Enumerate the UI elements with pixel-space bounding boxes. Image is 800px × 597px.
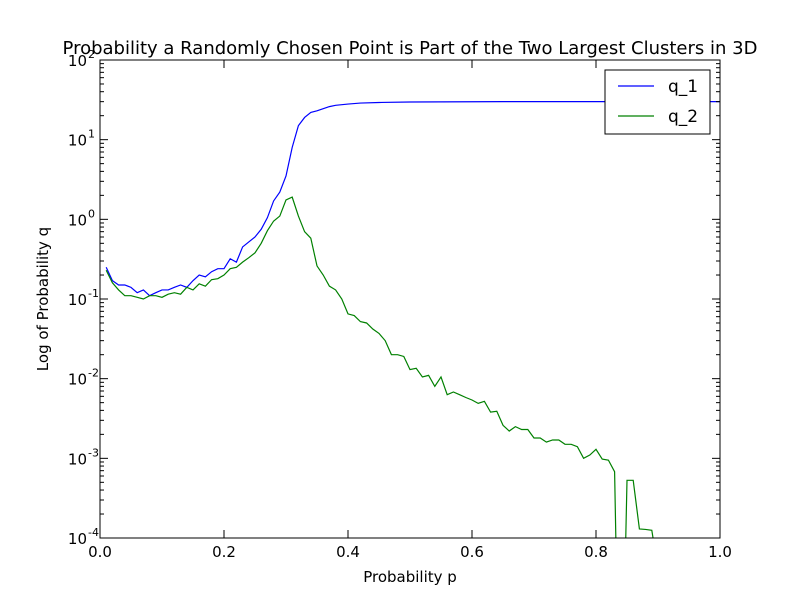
legend: q_1 q_2 bbox=[604, 69, 711, 135]
series-line-q2 bbox=[105, 196, 654, 538]
y-tick-label: 10 bbox=[68, 132, 87, 150]
y-tick-label: 10 bbox=[68, 52, 87, 70]
x-axis-label: Probability p bbox=[363, 568, 457, 586]
y-tick-exponent: 2 bbox=[88, 48, 95, 61]
x-tick-label: 0.8 bbox=[584, 543, 608, 561]
x-tick-label: 1.0 bbox=[708, 543, 732, 561]
x-tick-label: 0.2 bbox=[212, 543, 236, 561]
chart-title: Probability a Randomly Chosen Point is P… bbox=[63, 38, 758, 59]
y-tick-exponent: -3 bbox=[88, 446, 99, 459]
y-tick-exponent: 0 bbox=[88, 207, 95, 220]
x-axis: 0.0 0.2 0.4 0.6 0.8 1.0 bbox=[88, 60, 732, 561]
series-line-q1 bbox=[105, 101, 720, 297]
legend-label-q2: q_2 bbox=[668, 107, 698, 127]
x-tick-label: 0.0 bbox=[88, 543, 112, 561]
legend-box bbox=[604, 69, 711, 135]
legend-label-q1: q_1 bbox=[668, 77, 698, 97]
y-tick-exponent: -2 bbox=[88, 367, 99, 380]
y-tick-label: 10 bbox=[68, 450, 87, 468]
y-axis-label: Log of Probability q bbox=[34, 227, 52, 371]
y-tick-exponent: -1 bbox=[88, 287, 99, 300]
x-tick-label: 0.6 bbox=[460, 543, 484, 561]
y-tick-label: 10 bbox=[68, 211, 87, 229]
y-tick-label: 10 bbox=[68, 530, 87, 548]
x-tick-label: 0.4 bbox=[336, 543, 360, 561]
y-tick-exponent: -4 bbox=[88, 526, 99, 539]
y-tick-label: 10 bbox=[68, 291, 87, 309]
y-tick-exponent: 1 bbox=[88, 128, 95, 141]
y-tick-label: 10 bbox=[68, 371, 87, 389]
series-layer bbox=[105, 101, 720, 538]
